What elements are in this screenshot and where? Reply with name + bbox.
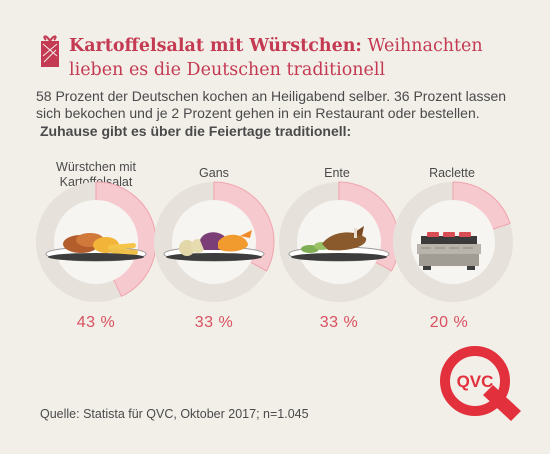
- chart-heading: Zuhause gibt es über die Feiertage tradi…: [40, 123, 352, 139]
- source-note: Quelle: Statista für QVC, Oktober 2017; …: [40, 407, 309, 421]
- intro-text: 58 Prozent der Deutschen kochen an Heili…: [36, 88, 507, 121]
- headline: Kartoffelsalat mit Würstchen: Weihnachte…: [69, 34, 529, 82]
- value-label-wuerstchen: 43 %: [76, 314, 116, 331]
- sausage-plate-icon: [45, 233, 147, 262]
- value-label-gans: 33 %: [194, 314, 234, 331]
- qvc-logo-text: QVC: [457, 372, 494, 391]
- dish-label-ente: Ente: [324, 166, 350, 180]
- qvc-logo: QVC: [440, 346, 521, 421]
- headline-rest: Weihnachten lieben es die Deutschen trad…: [69, 36, 483, 80]
- headline-bold: Kartoffelsalat mit Würstchen:: [69, 36, 362, 56]
- gift-icon: [41, 35, 59, 67]
- value-label-raclette: 20 %: [429, 314, 469, 331]
- duck-plate-icon: [288, 226, 390, 262]
- dish-label-raclette: Raclette: [429, 166, 475, 180]
- goose-plate-icon: [163, 230, 265, 262]
- raclette-icon: [417, 232, 481, 270]
- dish-label-gans: Gans: [199, 166, 229, 180]
- value-label-ente: 33 %: [319, 314, 359, 331]
